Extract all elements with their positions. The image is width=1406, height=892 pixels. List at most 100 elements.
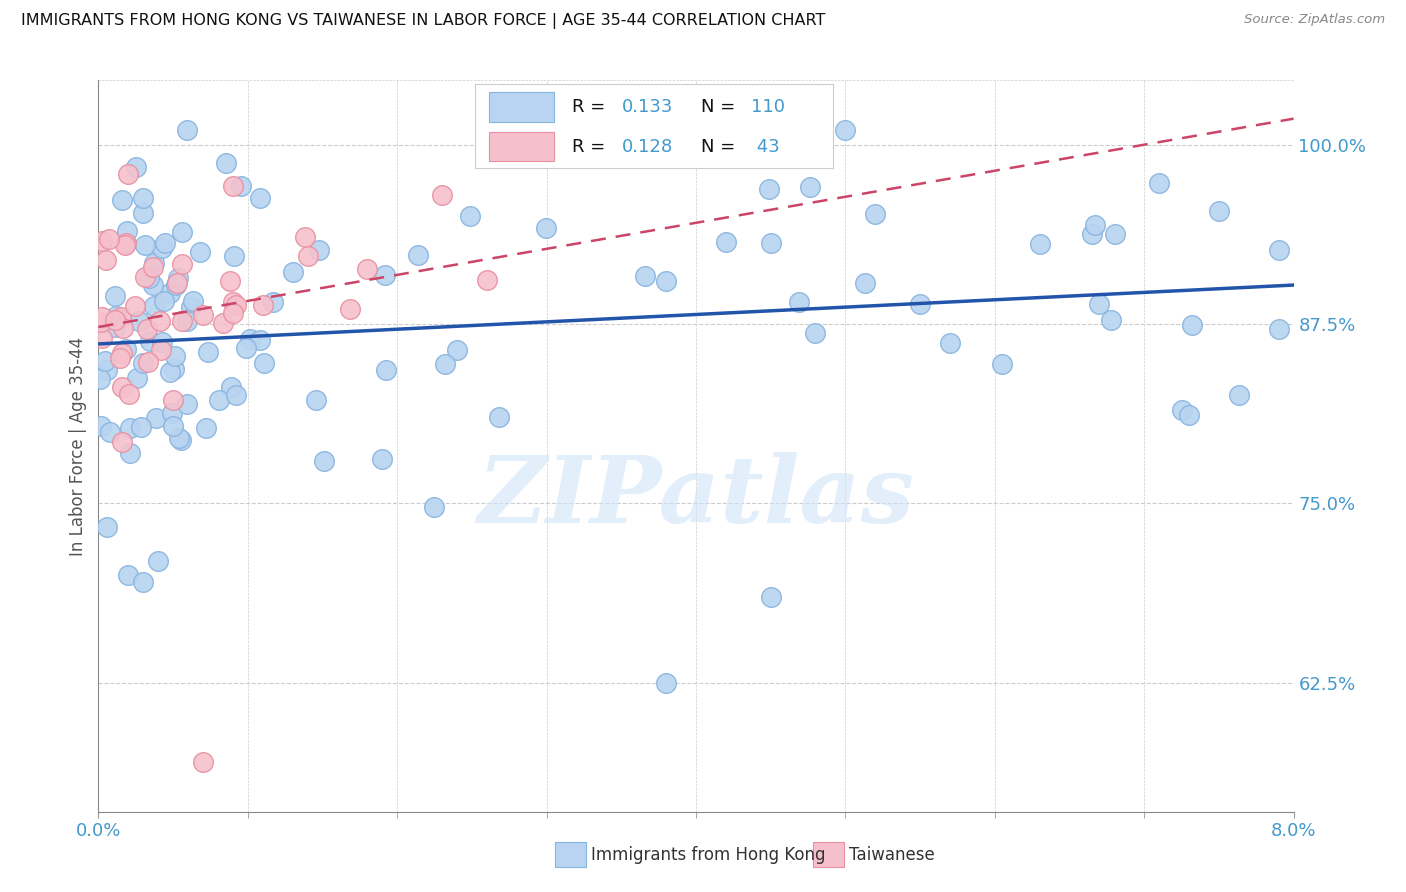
Point: [249, 191, 271, 205]
Text: Taiwanese: Taiwanese: [849, 846, 935, 863]
Point: [104, 320, 127, 334]
Point: [115, 236, 138, 251]
Point: [125, 160, 148, 174]
Point: [114, 238, 136, 252]
Point: [787, 295, 810, 310]
Point: [222, 306, 245, 320]
Point: [1028, 237, 1050, 252]
Point: [149, 314, 172, 328]
Point: [281, 265, 304, 279]
Point: [98, 425, 121, 439]
Point: [239, 332, 262, 346]
Point: [132, 206, 155, 220]
Point: [117, 167, 139, 181]
Point: [312, 454, 335, 468]
Point: [191, 308, 214, 322]
Point: [235, 341, 257, 355]
Point: [219, 380, 242, 394]
Point: [153, 293, 176, 308]
Point: [308, 243, 330, 257]
Point: [655, 675, 678, 690]
Point: [129, 419, 152, 434]
Point: [212, 316, 235, 330]
Point: [759, 590, 782, 604]
Point: [115, 224, 138, 238]
Point: [224, 249, 246, 263]
Point: [253, 356, 276, 370]
Point: [163, 362, 186, 376]
Point: [160, 406, 183, 420]
Point: [197, 345, 219, 359]
Point: [89, 372, 111, 386]
Point: [1084, 218, 1107, 232]
Point: [163, 349, 186, 363]
Point: [374, 363, 396, 377]
Point: [475, 273, 498, 287]
Point: [714, 235, 737, 250]
Text: ZIPatlas: ZIPatlas: [478, 452, 914, 542]
Point: [142, 299, 165, 313]
Point: [446, 343, 468, 357]
Point: [94, 252, 117, 267]
Point: [90, 310, 112, 325]
Point: [94, 354, 117, 368]
Point: [1181, 318, 1204, 332]
Point: [120, 445, 142, 459]
Point: [104, 289, 127, 303]
Point: [534, 220, 557, 235]
Point: [799, 180, 821, 194]
Point: [1088, 296, 1111, 310]
Point: [136, 322, 159, 336]
Point: [229, 179, 252, 194]
Point: [162, 393, 184, 408]
Point: [434, 357, 457, 371]
Point: [139, 334, 162, 348]
Point: [150, 241, 173, 255]
Point: [759, 235, 782, 250]
Point: [128, 314, 150, 328]
Point: [90, 419, 112, 434]
Point: [111, 346, 134, 360]
Text: Source: ZipAtlas.com: Source: ZipAtlas.com: [1244, 13, 1385, 27]
Point: [166, 277, 188, 291]
Point: [1080, 227, 1102, 242]
Point: [208, 393, 231, 408]
Point: [1178, 408, 1201, 422]
Point: [170, 225, 193, 239]
Point: [262, 294, 284, 309]
Point: [215, 156, 238, 170]
Y-axis label: In Labor Force | Age 35-44: In Labor Force | Age 35-44: [69, 336, 87, 556]
Point: [1267, 244, 1289, 258]
Point: [222, 178, 245, 193]
Point: [339, 302, 361, 317]
Point: [159, 286, 181, 301]
Point: [176, 123, 198, 137]
Point: [96, 520, 118, 534]
Point: [138, 271, 160, 285]
Point: [176, 397, 198, 411]
Point: [194, 421, 217, 435]
Point: [908, 297, 931, 311]
Point: [188, 244, 211, 259]
Point: [356, 261, 378, 276]
Point: [110, 310, 132, 325]
Point: [655, 274, 678, 288]
Point: [96, 363, 118, 377]
Point: [834, 123, 856, 137]
Point: [297, 249, 319, 263]
Point: [1208, 204, 1230, 219]
Point: [167, 271, 190, 285]
Point: [991, 357, 1014, 371]
Point: [172, 257, 194, 271]
Point: [758, 182, 780, 196]
Point: [124, 299, 146, 313]
Point: [305, 392, 328, 407]
Point: [159, 365, 181, 379]
Point: [191, 755, 214, 769]
Point: [167, 431, 190, 445]
Point: [134, 269, 156, 284]
Point: [1104, 227, 1126, 241]
Point: [183, 293, 205, 308]
Point: [488, 409, 510, 424]
Point: [634, 269, 657, 284]
